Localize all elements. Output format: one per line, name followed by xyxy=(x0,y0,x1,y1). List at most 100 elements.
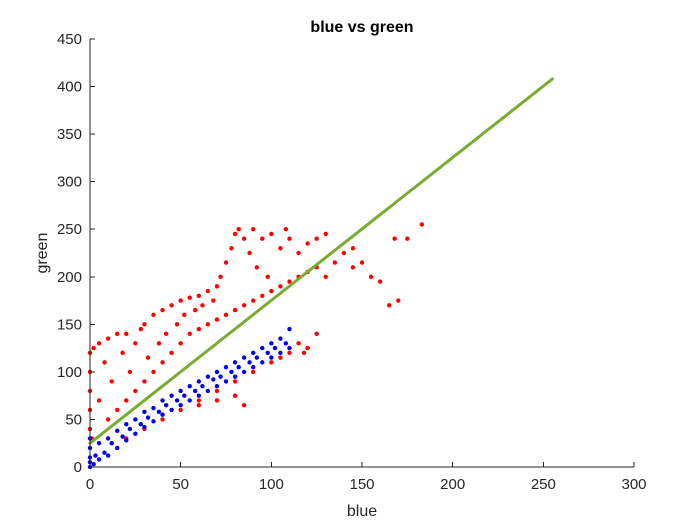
data-point xyxy=(269,288,274,294)
data-point xyxy=(182,393,187,398)
data-point xyxy=(223,312,229,318)
data-point xyxy=(174,398,180,403)
data-point xyxy=(254,265,260,270)
x-tick-label: 200 xyxy=(440,476,465,493)
data-point xyxy=(368,274,374,279)
data-point xyxy=(247,250,252,256)
data-point xyxy=(205,388,211,394)
data-point xyxy=(265,350,270,356)
data-point xyxy=(124,331,129,337)
data-point xyxy=(278,246,283,251)
data-point xyxy=(260,345,265,351)
data-point xyxy=(178,298,183,303)
data-point xyxy=(124,438,129,443)
data-point xyxy=(205,322,211,327)
x-tick-label: 150 xyxy=(349,476,374,493)
x-tick-label: 50 xyxy=(172,476,189,493)
data-point xyxy=(247,360,252,365)
data-point xyxy=(138,422,143,427)
y-tick-label: 100 xyxy=(57,364,82,381)
data-point xyxy=(251,298,256,303)
data-point xyxy=(105,336,111,341)
data-point xyxy=(96,341,102,346)
data-point xyxy=(392,236,397,241)
y-tick-label: 350 xyxy=(57,126,82,143)
data-point xyxy=(169,303,174,308)
data-point xyxy=(91,461,96,467)
data-point xyxy=(269,231,274,237)
data-point xyxy=(283,227,289,232)
data-point xyxy=(223,260,229,265)
data-point xyxy=(142,424,147,430)
data-point xyxy=(236,227,241,232)
data-point xyxy=(241,236,247,241)
data-point xyxy=(269,341,274,346)
data-point xyxy=(229,246,234,251)
data-point xyxy=(91,345,96,351)
data-point xyxy=(265,274,270,279)
data-point xyxy=(142,322,147,327)
data-point xyxy=(254,355,260,360)
data-point xyxy=(196,398,201,403)
x-axis-label: blue xyxy=(347,503,377,520)
fit-line xyxy=(88,77,554,445)
y-tick-label: 250 xyxy=(57,221,82,238)
data-point xyxy=(163,402,169,408)
data-point xyxy=(169,393,174,398)
data-point xyxy=(142,409,147,415)
data-point xyxy=(260,293,265,298)
data-point xyxy=(272,345,278,351)
blue-series xyxy=(87,326,292,470)
data-point xyxy=(145,415,151,420)
data-point xyxy=(169,350,174,356)
data-point xyxy=(350,265,356,270)
data-point xyxy=(359,260,365,265)
data-point xyxy=(251,364,256,370)
data-point xyxy=(296,341,301,346)
data-point xyxy=(151,419,156,424)
data-point xyxy=(102,360,107,365)
data-point xyxy=(223,379,229,384)
data-point xyxy=(124,398,129,403)
y-tick-label: 400 xyxy=(57,79,82,96)
chart-title: blue vs green xyxy=(310,19,413,36)
data-point xyxy=(214,388,220,394)
data-point xyxy=(214,369,220,375)
data-point xyxy=(314,236,319,241)
data-point xyxy=(283,341,289,346)
data-point xyxy=(96,457,102,462)
data-point xyxy=(323,231,328,237)
data-point xyxy=(93,453,98,458)
fit-line-series xyxy=(88,77,554,445)
data-point xyxy=(160,417,165,422)
data-point xyxy=(211,298,216,303)
data-point xyxy=(187,331,192,337)
data-point xyxy=(287,350,292,356)
data-point xyxy=(214,383,220,389)
data-point xyxy=(232,360,238,365)
data-point xyxy=(232,374,238,379)
y-tick-label: 150 xyxy=(57,316,82,333)
y-axis-ticks: 0 50 100 150 200 250 300 350 400 450 xyxy=(57,31,95,476)
data-point xyxy=(278,336,283,341)
data-point xyxy=(314,331,319,337)
y-tick-label: 50 xyxy=(65,411,82,428)
data-point xyxy=(251,350,256,356)
data-point xyxy=(178,402,183,408)
data-point xyxy=(260,360,265,365)
data-point xyxy=(287,326,292,332)
data-point xyxy=(160,307,165,313)
data-point xyxy=(160,412,165,417)
data-point xyxy=(218,374,223,379)
data-point xyxy=(133,431,138,436)
data-point xyxy=(200,383,205,389)
x-tick-label: 0 xyxy=(86,476,94,493)
data-point xyxy=(278,350,283,356)
data-point xyxy=(332,260,337,265)
x-axis-ticks: 0 50 100 150 200 250 300 xyxy=(86,462,647,493)
data-point xyxy=(305,241,310,246)
data-point xyxy=(151,312,156,318)
data-point xyxy=(192,307,198,313)
data-point xyxy=(156,341,162,346)
